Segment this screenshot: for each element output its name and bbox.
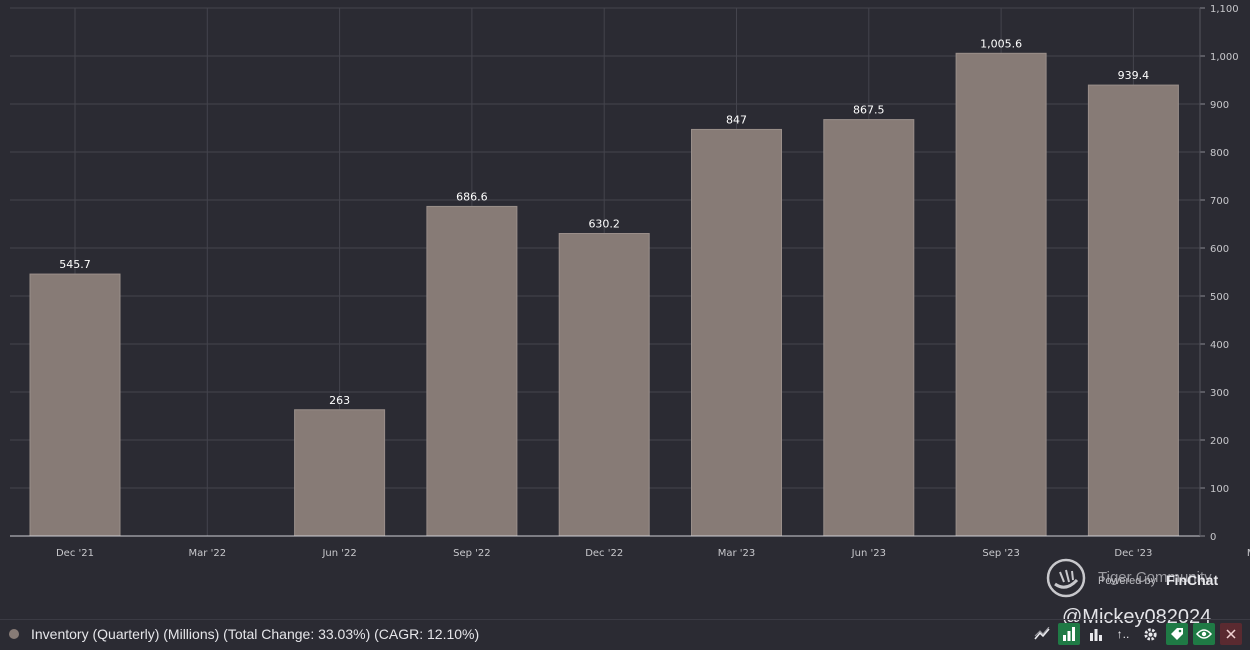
data-labels: 545.7263686.6630.2847867.51,005.6939.472… xyxy=(59,37,1150,407)
y-tick-label: 500 xyxy=(1210,292,1229,303)
y-tick-label: 800 xyxy=(1210,148,1229,159)
y-tick-label: 0 xyxy=(1210,532,1216,543)
x-tick-label: Mar '23 xyxy=(718,548,756,559)
bar-chart-icon[interactable] xyxy=(1058,623,1080,645)
x-tick-label: Dec '22 xyxy=(585,548,623,559)
y-tick-label: 900 xyxy=(1210,100,1229,111)
x-tick-label: Jun '22 xyxy=(321,548,356,559)
chart-toolbar: ↑.. xyxy=(1031,623,1242,645)
watermark: Tiger Community Powered by FinChat xyxy=(1046,558,1246,602)
data-label: 630.2 xyxy=(588,218,620,231)
y-tick-label: 200 xyxy=(1210,436,1229,447)
tiger-logo-icon xyxy=(1046,558,1086,598)
y-tick-label: 100 xyxy=(1210,484,1229,495)
trend-line-icon[interactable] xyxy=(1031,623,1053,645)
y-tick-label: 400 xyxy=(1210,340,1229,351)
legend-bar: Inventory (Quarterly) (Millions) (Total … xyxy=(0,619,1250,650)
user-handle: @Mickey082024 xyxy=(1062,606,1212,628)
x-axis-ticks: Dec '21 Mar '22 Jun '22 Sep '22 Dec '22 Mar '… xyxy=(56,548,1250,559)
x-tick-label: Mar '22 xyxy=(189,548,227,559)
bar xyxy=(955,52,1047,537)
y-tick-label: 1,100 xyxy=(1210,4,1239,15)
y-tick-label: 700 xyxy=(1210,196,1229,207)
bar xyxy=(691,128,782,537)
data-label: 686.6 xyxy=(456,190,488,203)
close-icon[interactable] xyxy=(1220,623,1242,645)
watermark-brand: Tiger Community xyxy=(1098,569,1212,586)
y-tick-label: 300 xyxy=(1210,388,1229,399)
legend-label[interactable]: Inventory (Quarterly) (Millions) (Total … xyxy=(31,626,480,642)
legend-color-dot xyxy=(9,629,19,639)
data-label: 1,005.6 xyxy=(980,37,1022,50)
tag-icon[interactable] xyxy=(1166,623,1188,645)
data-label: 939.4 xyxy=(1118,69,1150,82)
y-axis-ticks: 0 100 200 300 400 500 600 700 800 900 1,000 1,100 xyxy=(1199,4,1239,543)
data-label: 867.5 xyxy=(853,104,885,117)
y-tick-label: 1,000 xyxy=(1210,52,1239,63)
data-label: 263 xyxy=(329,394,350,407)
bar xyxy=(294,409,386,537)
x-tick-label: Sep '22 xyxy=(453,548,491,559)
bar-chart-outline-icon[interactable] xyxy=(1085,623,1107,645)
bar-chart: 545.7263686.6630.2847867.51,005.6939.472… xyxy=(10,4,1250,559)
x-tick-label: Sep '23 xyxy=(982,548,1020,559)
eye-icon[interactable] xyxy=(1193,623,1215,645)
bar xyxy=(426,205,518,537)
settings-icon[interactable] xyxy=(1139,623,1161,645)
y-tick-label: 600 xyxy=(1210,244,1229,255)
bars xyxy=(29,52,1179,537)
bar xyxy=(29,273,121,537)
data-label: 545.7 xyxy=(59,258,91,271)
watermark-powered-by: Powered by xyxy=(1098,575,1157,587)
more-label: ↑.. xyxy=(1116,627,1130,641)
bar xyxy=(823,119,915,537)
more-icon[interactable]: ↑.. xyxy=(1112,623,1134,645)
bar xyxy=(558,233,650,537)
data-label: 847 xyxy=(726,113,747,126)
watermark-finchat: FinChat xyxy=(1166,572,1219,588)
x-tick-label: Mar '24 xyxy=(1247,548,1250,559)
x-tick-label: Jun '23 xyxy=(851,548,886,559)
bar xyxy=(1087,84,1179,537)
vertical-gridlines xyxy=(74,8,1134,536)
x-tick-label: Dec '23 xyxy=(1114,548,1152,559)
x-tick-label: Dec '21 xyxy=(56,548,94,559)
